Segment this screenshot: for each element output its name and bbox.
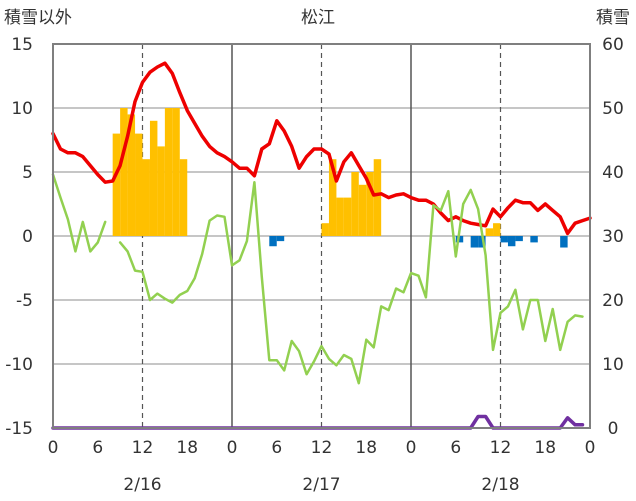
y-left-tick-label: -15 — [5, 419, 33, 439]
y-left-tick-label: -5 — [16, 291, 33, 311]
date-label: 2/17 — [302, 475, 340, 495]
x-tick-label: 0 — [406, 438, 417, 458]
plot-frame — [52, 43, 591, 429]
date-label: 2/18 — [481, 475, 519, 495]
precip-bar — [328, 159, 337, 236]
x-tick-label: 0 — [585, 438, 596, 458]
precip-bar — [373, 159, 382, 236]
y-right-tick-label: 60 — [602, 35, 624, 55]
precip-bar-negative — [560, 236, 568, 248]
y-right-label: 積雪 — [596, 8, 630, 28]
date-label: 2/16 — [123, 475, 161, 495]
precip-bar-negative — [515, 236, 523, 242]
precip-bar-negative — [530, 236, 538, 243]
precip-bar-negative — [478, 236, 486, 248]
precipitation-bars — [112, 108, 568, 248]
x-tick-label: 6 — [271, 438, 282, 458]
y-right-tick-label: 40 — [602, 163, 624, 183]
y-right-tick-label: 0 — [608, 419, 619, 439]
precip-bar — [164, 108, 173, 236]
snow_depth-line — [51, 414, 585, 430]
precip-bar — [142, 159, 150, 236]
precip-bar-negative — [470, 236, 479, 248]
x-tick-label: 12 — [311, 438, 333, 458]
precip-bar — [127, 114, 136, 236]
y-left-tick-label: 15 — [11, 35, 33, 55]
y-right-tick-label: 30 — [602, 227, 624, 247]
x-tick-label: 0 — [48, 438, 59, 458]
precip-bar — [172, 108, 180, 236]
x-tick-label: 0 — [227, 438, 238, 458]
precip-bar — [343, 197, 352, 236]
precip-bar — [321, 223, 329, 236]
precip-bar-negative — [276, 236, 285, 242]
precip-bar — [336, 197, 344, 236]
x-tick-label: 18 — [534, 438, 556, 458]
y-right-tick-label: 20 — [602, 291, 624, 311]
y-left-tick-label: 0 — [22, 227, 33, 247]
precip-bar — [112, 133, 121, 236]
precip-bar — [149, 120, 158, 236]
x-tick-label: 12 — [132, 438, 154, 458]
precip-bar — [157, 146, 165, 236]
precip-bar — [179, 159, 188, 236]
y-left-tick-label: -10 — [5, 355, 33, 375]
precip-bar-negative — [269, 236, 277, 247]
x-tick-label: 18 — [176, 438, 198, 458]
x-tick-label: 6 — [450, 438, 461, 458]
precip-bar — [135, 133, 143, 236]
precip-bar-negative — [507, 236, 516, 247]
precip-bar-negative — [500, 236, 508, 243]
y-left-label: 積雪以外 — [4, 8, 72, 28]
temperature-line — [51, 61, 592, 236]
x-tick-label: 12 — [490, 438, 512, 458]
y-right-tick-label: 10 — [602, 355, 624, 375]
green_series-line — [51, 173, 107, 253]
precip-bar — [120, 108, 128, 236]
precip-bar — [493, 223, 501, 236]
precip-bar — [366, 172, 374, 236]
precip-bar — [351, 172, 359, 236]
precip-bar — [485, 228, 494, 236]
y-left-tick-label: 10 — [11, 99, 33, 119]
series-lines — [51, 61, 592, 430]
x-tick-label: 18 — [355, 438, 377, 458]
green_series-line — [118, 180, 584, 385]
y-right-tick-label: 50 — [602, 99, 624, 119]
chart-title: 松江 — [301, 8, 335, 28]
y-left-tick-label: 5 — [22, 163, 33, 183]
x-tick-label: 6 — [92, 438, 103, 458]
precip-bar — [358, 184, 367, 236]
